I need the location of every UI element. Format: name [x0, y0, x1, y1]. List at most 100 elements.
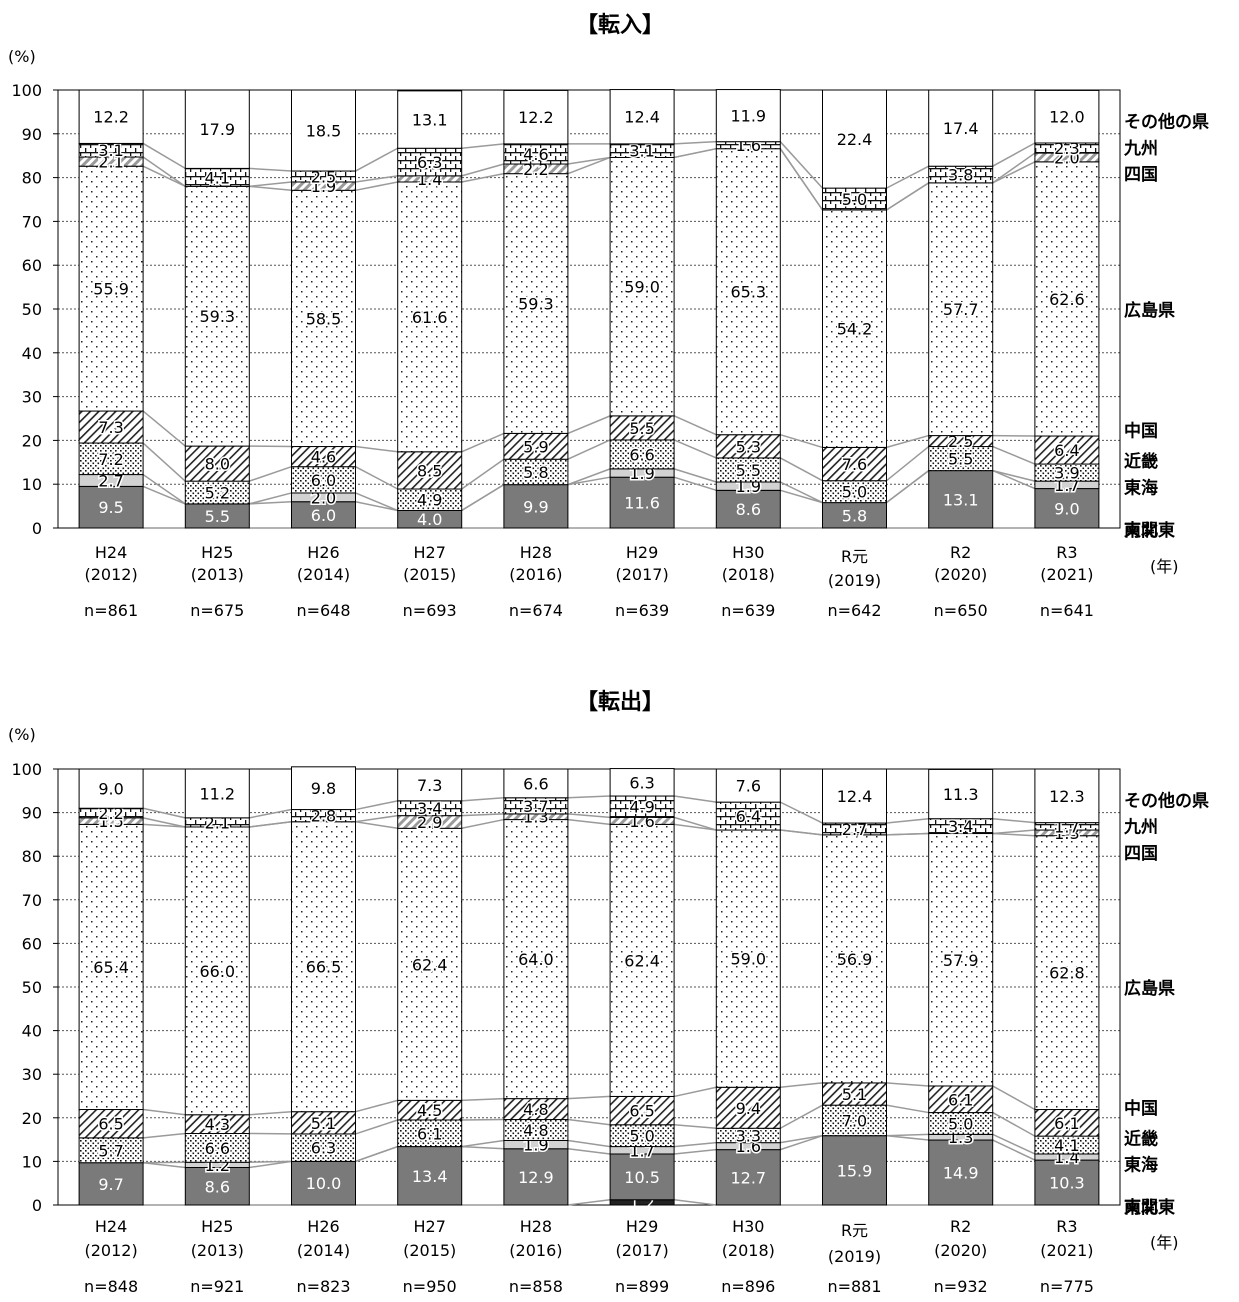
connector-line — [462, 1140, 504, 1146]
y-tick-label: 20 — [22, 431, 42, 450]
data-label: 5.9 — [523, 437, 548, 456]
x-category-label: R2 — [950, 1217, 971, 1236]
y-tick-label: 0 — [32, 1196, 42, 1215]
x-year-label: (2017) — [615, 565, 668, 584]
sample-size-label: n=650 — [934, 601, 988, 620]
chart-title: 【転入】 — [576, 12, 664, 38]
connector-line — [993, 1134, 1035, 1154]
connector-line — [462, 144, 504, 148]
data-label: 11.9 — [730, 107, 766, 126]
x-year-label: (2013) — [191, 565, 244, 584]
connector-line — [356, 148, 398, 171]
data-label: 13.4 — [412, 1167, 448, 1186]
data-label: 65.4 — [93, 958, 129, 977]
data-label: 4.9 — [629, 798, 654, 817]
y-tick-label: 60 — [22, 934, 42, 953]
connector-line — [249, 168, 291, 171]
x-category-label: R3 — [1056, 543, 1077, 562]
data-label: 4.0 — [417, 510, 442, 529]
data-label: 59.0 — [624, 278, 660, 297]
connector-line — [356, 467, 398, 489]
data-label: 5.5 — [629, 419, 654, 438]
data-label: 5.5 — [948, 450, 973, 469]
data-label: 65.3 — [730, 283, 766, 302]
data-label: 4.5 — [417, 1101, 442, 1120]
sample-size-label: n=932 — [934, 1277, 988, 1296]
connector-line — [674, 416, 716, 435]
connector-line — [568, 157, 610, 173]
legend-label: 中国 — [1124, 1098, 1158, 1119]
connector-line — [780, 458, 822, 481]
data-label: 5.8 — [523, 463, 548, 482]
data-label: 9.4 — [736, 1099, 761, 1118]
data-label: 56.9 — [837, 950, 873, 969]
connector-line — [249, 810, 291, 818]
y-tick-label: 30 — [22, 1065, 42, 1084]
y-tick-label: 100 — [11, 760, 42, 779]
connector-line — [674, 1200, 716, 1205]
connector-line — [780, 1105, 822, 1128]
y-tick-label: 10 — [22, 1152, 42, 1171]
connector-line — [780, 142, 822, 188]
y-tick-label: 100 — [11, 81, 42, 100]
connector-line — [356, 493, 398, 511]
connector-line — [993, 1086, 1035, 1110]
sample-size-label: n=881 — [827, 1277, 881, 1296]
data-label: 5.0 — [629, 1127, 654, 1146]
sample-size-label: n=950 — [403, 1277, 457, 1296]
data-label: 5.3 — [736, 437, 761, 456]
data-label: 64.0 — [518, 950, 554, 969]
data-label: 7.0 — [842, 1111, 867, 1130]
data-label: 5.0 — [948, 1114, 973, 1133]
data-label: 6.1 — [1054, 1114, 1079, 1133]
connector-line — [887, 1105, 929, 1112]
connector-line — [143, 157, 185, 186]
legend-label: 四国 — [1124, 165, 1158, 185]
y-tick-label: 70 — [22, 212, 42, 231]
x-year-label: (2021) — [1040, 565, 1093, 584]
data-label: 66.5 — [306, 958, 342, 977]
data-label: 62.4 — [412, 955, 448, 974]
connector-line — [356, 822, 398, 829]
y-tick-label: 20 — [22, 1109, 42, 1128]
legend-label: 南関東 — [1124, 1197, 1175, 1218]
connector-line — [887, 834, 929, 835]
legend-label: 東海 — [1124, 1155, 1158, 1176]
data-label: 8.0 — [205, 455, 230, 474]
data-label: 12.0 — [1049, 108, 1085, 127]
data-label: 59.3 — [199, 307, 235, 326]
data-label: 5.1 — [842, 1085, 867, 1104]
data-label: 10.5 — [624, 1168, 660, 1187]
legend-label: 近畿 — [1124, 451, 1158, 472]
legend-label: 東海 — [1124, 477, 1158, 498]
connector-line — [993, 162, 1035, 183]
sample-size-label: n=641 — [1040, 601, 1094, 620]
connector-line — [568, 796, 610, 798]
data-label: 62.4 — [624, 951, 660, 970]
connector-line — [462, 485, 504, 511]
x-category-label: R3 — [1056, 1217, 1077, 1236]
connector-line — [462, 164, 504, 176]
connector-line — [780, 830, 822, 835]
data-label: 12.2 — [518, 108, 554, 127]
connector-line — [568, 416, 610, 434]
data-label: 6.5 — [629, 1102, 654, 1121]
x-category-label: R元 — [841, 1221, 868, 1240]
x-category-label: H30 — [732, 543, 764, 562]
data-label: 8.6 — [736, 500, 761, 519]
connector-line — [462, 433, 504, 451]
y-tick-label: 70 — [22, 891, 42, 910]
connector-line — [887, 183, 929, 210]
connector-line — [674, 1087, 716, 1096]
sample-size-label: n=899 — [615, 1277, 669, 1296]
connector-line — [887, 1083, 929, 1086]
connector-line — [143, 166, 185, 186]
sample-size-label: n=675 — [190, 601, 244, 620]
legend-label: 広島県 — [1124, 300, 1175, 321]
y-tick-label: 40 — [22, 344, 42, 363]
x-category-label: H26 — [307, 1217, 339, 1236]
connector-line — [887, 436, 929, 448]
connector-line — [993, 153, 1035, 183]
legend-label: その他の県 — [1124, 112, 1209, 133]
